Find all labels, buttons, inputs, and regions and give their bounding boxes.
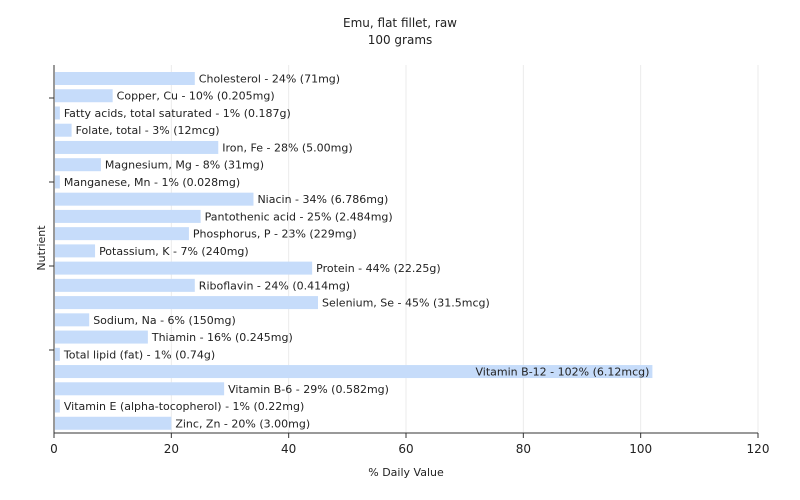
bar-label: Vitamin E (alpha-tocopherol) - 1% (0.22m…: [64, 400, 304, 413]
x-tick-label: 60: [398, 442, 413, 456]
bar: [55, 72, 195, 85]
bar: [55, 244, 96, 258]
bar-label: Thiamin - 16% (0.245mg): [151, 331, 293, 344]
x-tick-label: 80: [516, 442, 531, 456]
bar-label: Vitamin B-12 - 102% (6.12mcg): [476, 366, 650, 379]
bar-label: Protein - 44% (22.25g): [316, 262, 441, 275]
bar-label: Niacin - 34% (6.786mg): [257, 193, 388, 206]
bars: Cholesterol - 24% (71mg) Copper, Cu - 10%…: [55, 72, 653, 430]
x-tick-label: 100: [629, 442, 652, 456]
bar: [55, 192, 254, 206]
x-tick-label: 20: [164, 442, 179, 456]
x-tick-labels: 0 20 40 60 80 100 120: [50, 442, 769, 456]
bar-label: Fatty acids, total saturated - 1% (0.187…: [64, 107, 291, 120]
bar: [55, 347, 60, 361]
bar-label: Zinc, Zn - 20% (3.00mg): [175, 417, 310, 430]
bar: [55, 261, 313, 275]
bar-label: Sodium, Na - 6% (150mg): [93, 314, 236, 327]
bar: [55, 330, 148, 344]
bar-label: Manganese, Mn - 1% (0.028mg): [64, 176, 240, 189]
bar-label: Magnesium, Mg - 8% (31mg): [105, 159, 264, 172]
x-tick-label: 40: [281, 442, 296, 456]
bar: [55, 227, 189, 241]
bar: [55, 140, 219, 154]
bar: [55, 313, 90, 327]
bar: [55, 158, 101, 172]
chart-title: Emu, flat fillet, raw: [343, 16, 457, 30]
bar: [55, 416, 172, 430]
bar-label: Riboflavin - 24% (0.414mg): [199, 279, 350, 292]
bar-label: Potassium, K - 7% (240mg): [99, 245, 249, 258]
bar-label: Selenium, Se - 45% (31.5mcg): [322, 297, 490, 310]
x-axis-label: % Daily Value: [368, 466, 444, 479]
bar: [55, 278, 195, 292]
x-tick-label: 120: [747, 442, 770, 456]
bar-label: Copper, Cu - 10% (0.205mg): [117, 90, 275, 103]
bar-label: Total lipid (fat) - 1% (0.74g): [63, 348, 215, 361]
axes: [49, 65, 759, 438]
bar: [55, 296, 318, 310]
bar-label: Phosphorus, P - 23% (229mg): [193, 228, 357, 241]
bar: [55, 123, 72, 137]
bar: [55, 382, 225, 396]
bar-label: Vitamin B-6 - 29% (0.582mg): [228, 383, 389, 396]
bar-label: Cholesterol - 24% (71mg): [199, 73, 340, 86]
y-axis-label: Nutrient: [35, 225, 48, 271]
bar: [55, 209, 201, 223]
x-tick-label: 0: [50, 442, 58, 456]
bar: [55, 365, 653, 379]
bar: [55, 399, 60, 413]
chart-subtitle: 100 grams: [368, 33, 433, 47]
bar-label: Folate, total - 3% (12mcg): [76, 124, 220, 137]
bar: [55, 89, 113, 103]
bar-label: Pantothenic acid - 25% (2.484mg): [205, 210, 393, 223]
bar: [55, 175, 60, 189]
bar: [55, 106, 60, 120]
bar-label: Iron, Fe - 28% (5.00mg): [222, 141, 352, 154]
